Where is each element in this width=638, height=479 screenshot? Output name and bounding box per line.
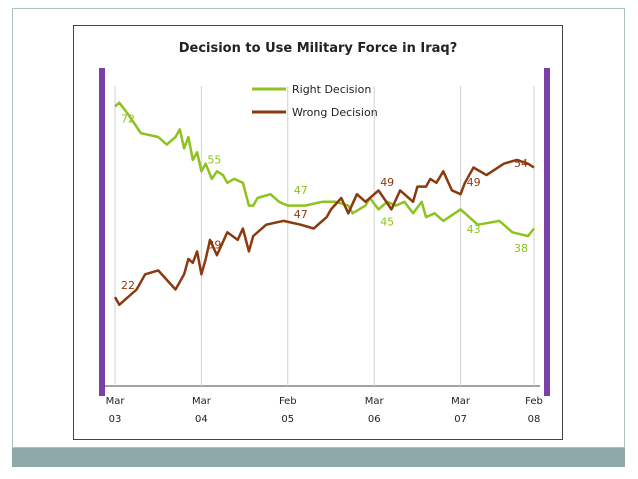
- data-label-right-3: 45: [380, 215, 394, 228]
- data-label-right-1: 55: [207, 153, 221, 166]
- data-label-wrong-10: 49: [467, 176, 481, 189]
- data-label-wrong-9: 49: [380, 176, 394, 189]
- data-label-wrong-7: 39: [207, 238, 221, 251]
- x-tick-month-2: Feb: [279, 396, 297, 407]
- right-side-bar: [544, 68, 550, 396]
- series-line-right-decision: [114, 101, 535, 238]
- x-tick-month-0: Mar: [106, 396, 126, 407]
- legend-wrong-decision-label: Wrong Decision: [292, 106, 378, 119]
- vertical-guide-lines: [114, 86, 535, 386]
- series-line-wrong-decision: [113, 158, 535, 307]
- x-tick-month-3: Mar: [365, 396, 385, 407]
- data-label-right-0: 72: [121, 113, 135, 126]
- legend-right-decision-label: Right Decision: [292, 83, 371, 96]
- x-tick-labels: Mar 03 Mar 04 Feb 05 Mar 06 Mar 07 Feb 08: [106, 396, 543, 425]
- data-label-wrong-6: 22: [121, 279, 135, 292]
- left-side-bar: [99, 68, 105, 396]
- x-tick-month-5: Feb: [525, 396, 543, 407]
- x-tick-year-1: 04: [195, 414, 208, 425]
- chart-card: Decision to Use Military Force in Iraq? …: [73, 25, 563, 440]
- data-label-wrong-8: 47: [294, 208, 308, 221]
- data-label-right-2: 47: [294, 184, 308, 197]
- x-tick-year-2: 05: [281, 414, 294, 425]
- series-layer: [113, 101, 535, 307]
- x-tick-year-3: 06: [368, 414, 381, 425]
- x-tick-year-0: 03: [109, 414, 122, 425]
- data-label-wrong-11: 54: [514, 157, 528, 170]
- x-tick-year-5: 08: [528, 414, 541, 425]
- x-tick-month-4: Mar: [451, 396, 471, 407]
- x-tick-year-4: 07: [454, 414, 467, 425]
- data-label-right-5: 38: [514, 242, 528, 255]
- chart-title: Decision to Use Military Force in Iraq?: [179, 41, 458, 56]
- data-labels: 72 55 47 45 43 38 22 39 47 49 49 54: [121, 113, 528, 293]
- line-chart: Decision to Use Military Force in Iraq? …: [99, 41, 550, 425]
- x-tick-month-1: Mar: [192, 396, 212, 407]
- slide-footer-bar: [12, 448, 625, 467]
- data-label-right-4: 43: [467, 223, 481, 236]
- legend: Right Decision Wrong Decision: [252, 83, 378, 119]
